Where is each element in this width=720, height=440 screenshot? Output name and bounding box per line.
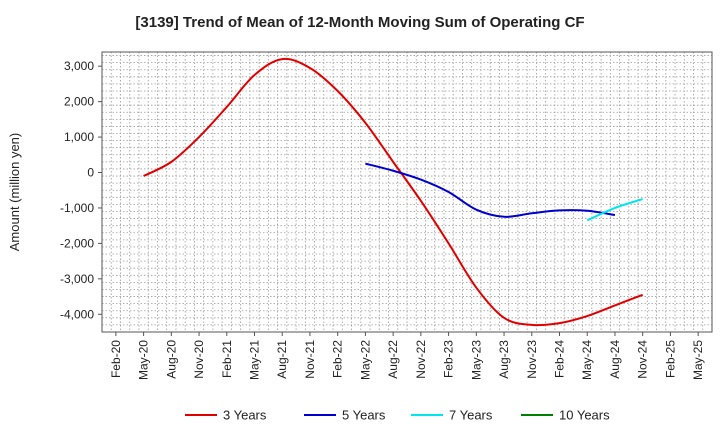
series-lines (143, 57, 644, 327)
series-line-5-years (365, 162, 616, 218)
legend-label-3-years: 3 Years (223, 408, 267, 423)
plot-frame (101, 51, 713, 333)
x-tick-label: Feb-20 (109, 340, 123, 378)
x-tick-label: Aug-23 (497, 340, 511, 379)
x-tick-label: Feb-22 (331, 340, 345, 378)
x-axis-ticks: Feb-20 May-20 Aug-20 Nov-20 Feb-21 May-21 Aug-… (109, 332, 705, 380)
x-tick-label: Feb-24 (553, 340, 567, 378)
x-tick-label: May-21 (248, 340, 262, 380)
y-tick-label: 1,000 (64, 130, 94, 144)
y-axis-ticks: 3,000 2,000 1,000 0 -1,000 -2,000 -3,000 -4,000 (60, 59, 102, 321)
legend-label-7-years: 7 Years (449, 408, 493, 423)
x-tick-label: Nov-20 (192, 340, 206, 379)
x-tick-label: Feb-25 (663, 340, 677, 378)
y-tick-label: -4,000 (60, 307, 94, 321)
legend-label-5-years: 5 Years (342, 408, 386, 423)
x-tick-label: May-24 (580, 340, 594, 380)
series-line-3-years (143, 57, 644, 327)
x-tick-label: May-25 (691, 340, 705, 380)
x-tick-label: Feb-21 (220, 340, 234, 378)
x-tick-label: Aug-21 (275, 340, 289, 379)
y-tick-label: -2,000 (60, 236, 94, 250)
x-tick-label: Nov-21 (303, 340, 317, 379)
legend-label-10-years: 10 Years (559, 408, 610, 423)
x-tick-label: Nov-24 (636, 340, 650, 379)
y-tick-label: -1,000 (60, 201, 94, 215)
x-tick-label: Aug-22 (386, 340, 400, 379)
x-tick-label: Nov-22 (414, 340, 428, 379)
y-tick-label: 3,000 (64, 59, 94, 73)
chart-title: [3139] Trend of Mean of 12-Month Moving … (135, 14, 585, 31)
legend: 3 Years 5 Years 7 Years 10 Years (185, 408, 610, 423)
series-line-7-years (586, 198, 643, 222)
grid-lines (102, 52, 712, 332)
y-tick-label: -3,000 (60, 272, 94, 286)
x-tick-label: Aug-20 (164, 340, 178, 379)
x-tick-label: May-20 (137, 340, 151, 380)
x-tick-label: Aug-24 (608, 340, 622, 379)
x-tick-label: May-22 (358, 340, 372, 380)
y-axis-label: Amount (million yen) (7, 133, 22, 252)
x-tick-label: Feb-23 (442, 340, 456, 378)
y-tick-label: 2,000 (64, 95, 94, 109)
y-tick-label: 0 (87, 166, 94, 180)
x-tick-label: Nov-23 (525, 340, 539, 379)
x-tick-label: May-23 (469, 340, 483, 380)
